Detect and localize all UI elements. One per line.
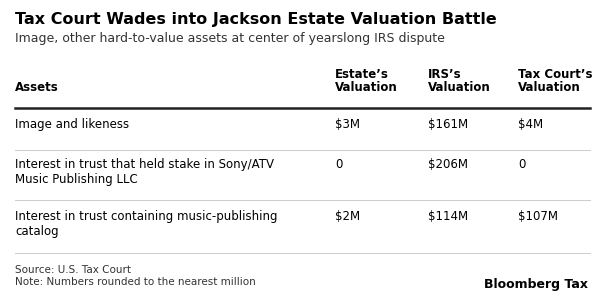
Text: IRS’s: IRS’s	[428, 68, 461, 81]
Text: $107M: $107M	[518, 210, 558, 223]
Text: $2M: $2M	[335, 210, 360, 223]
Text: Assets: Assets	[15, 81, 59, 94]
Text: Image and likeness: Image and likeness	[15, 118, 129, 131]
Text: Interest in trust that held stake in Sony/ATV
Music Publishing LLC: Interest in trust that held stake in Son…	[15, 158, 274, 186]
Text: Image, other hard-to-value assets at center of yearslong IRS dispute: Image, other hard-to-value assets at cen…	[15, 32, 445, 45]
Text: Valuation: Valuation	[518, 81, 581, 94]
Text: $4M: $4M	[518, 118, 543, 131]
Text: $114M: $114M	[428, 210, 468, 223]
Text: $3M: $3M	[335, 118, 360, 131]
Text: Source: U.S. Tax Court
Note: Numbers rounded to the nearest million: Source: U.S. Tax Court Note: Numbers rou…	[15, 265, 256, 287]
Text: 0: 0	[518, 158, 526, 171]
Text: Valuation: Valuation	[428, 81, 491, 94]
Text: Bloomberg Tax: Bloomberg Tax	[484, 278, 588, 291]
Text: Estate’s: Estate’s	[335, 68, 389, 81]
Text: 0: 0	[335, 158, 343, 171]
Text: Tax Court’s: Tax Court’s	[518, 68, 593, 81]
Text: $206M: $206M	[428, 158, 468, 171]
Text: Tax Court Wades into Jackson Estate Valuation Battle: Tax Court Wades into Jackson Estate Valu…	[15, 12, 497, 27]
Text: Interest in trust containing music-publishing
catalog: Interest in trust containing music-publi…	[15, 210, 277, 238]
Text: $161M: $161M	[428, 118, 468, 131]
Text: Valuation: Valuation	[335, 81, 398, 94]
